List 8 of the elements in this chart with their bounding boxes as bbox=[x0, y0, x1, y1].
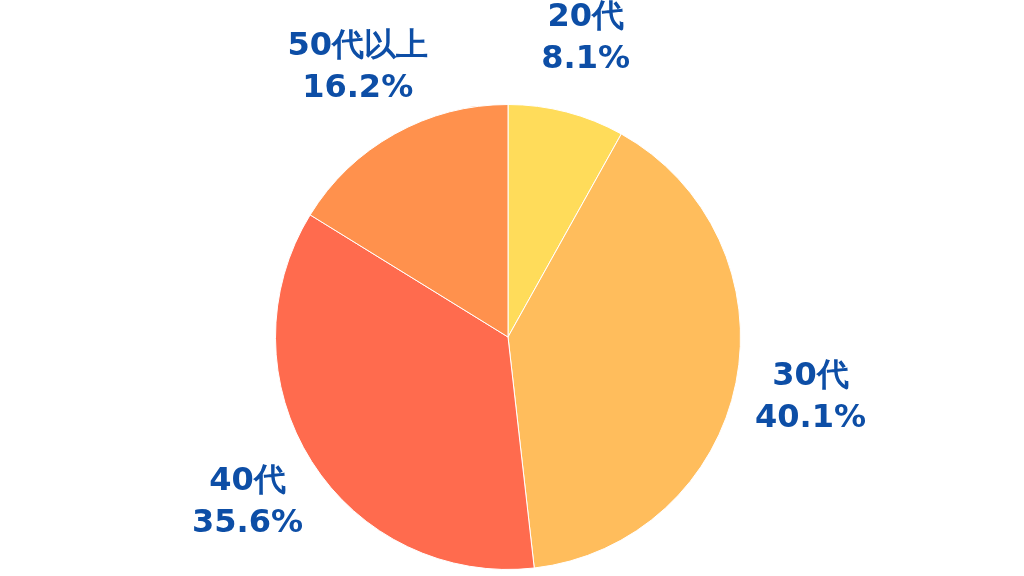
slice-label: 40代 bbox=[209, 459, 286, 498]
data-label: 35.6% bbox=[192, 501, 304, 540]
data-label: 40.1% bbox=[754, 396, 866, 435]
data-label: 16.2% bbox=[302, 66, 414, 105]
slice-label: 50代以上 bbox=[287, 24, 428, 63]
slice-label: 30代 bbox=[772, 354, 849, 393]
data-label: 8.1% bbox=[541, 37, 631, 76]
slice-label: 20代 bbox=[547, 0, 624, 34]
